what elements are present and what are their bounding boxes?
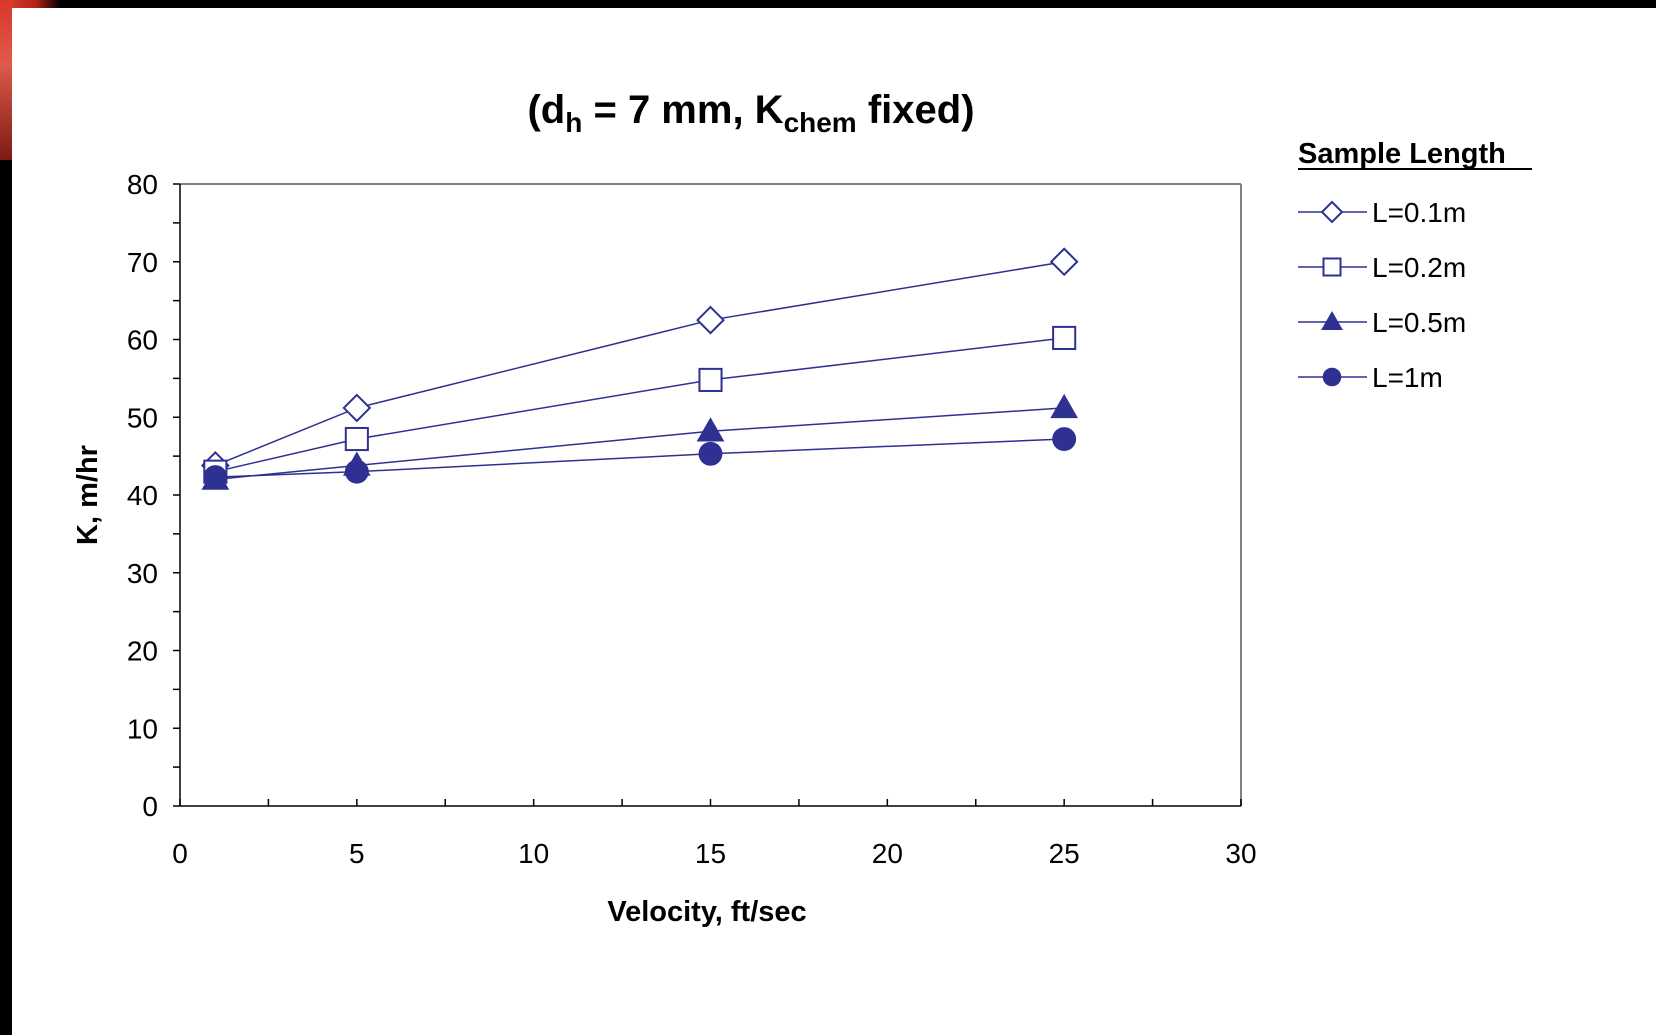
x-tick-label: 30 <box>1225 838 1256 869</box>
title-subscript: chem <box>784 107 857 138</box>
data-point <box>204 466 227 489</box>
legend-marker <box>1324 259 1341 276</box>
data-point <box>698 418 724 441</box>
square-shape <box>346 428 368 450</box>
legend-label: L=0.5m <box>1372 307 1466 338</box>
series-line <box>215 262 1064 466</box>
square-shape <box>1324 259 1341 276</box>
legend-label: L=1m <box>1372 362 1443 393</box>
series-line <box>215 338 1064 472</box>
title-part: (d <box>527 88 565 132</box>
chart-svg: (dh = 7 mm, Kchem fixed)0102030405060708… <box>12 8 1656 1035</box>
y-tick-label: 10 <box>127 713 158 744</box>
title-part: = 7 mm, K <box>582 88 783 132</box>
chart-panel: (dh = 7 mm, Kchem fixed) 0 10 20 30 40 50 60 70 8… <box>12 8 1656 1035</box>
legend-item: L=0.5m <box>1298 307 1466 338</box>
circle-shape <box>204 466 227 489</box>
legend-item: L=0.2m <box>1298 252 1466 283</box>
series-L=0.5m <box>202 395 1077 489</box>
x-tick-label: 15 <box>695 838 726 869</box>
square-shape <box>699 369 721 391</box>
series-line <box>215 439 1064 477</box>
legend-title: Sample Length <box>1298 138 1506 170</box>
title-subscript: h <box>565 107 582 138</box>
data-point <box>346 428 368 450</box>
legend-item: L=1m <box>1298 362 1443 393</box>
y-tick-label: 40 <box>127 480 158 511</box>
data-point <box>699 442 722 465</box>
data-point <box>698 307 724 333</box>
chart-title: (dh = 7 mm, Kchem fixed) <box>527 88 974 138</box>
diamond-shape <box>1322 202 1342 222</box>
legend-marker <box>1322 202 1342 222</box>
circle-shape <box>1323 368 1341 386</box>
y-tick-label: 20 <box>127 636 158 667</box>
data-point <box>345 460 368 483</box>
legend: Sample Length L=0.1m L=0.2m L=0.5m L=1m <box>1298 138 1532 393</box>
circle-shape <box>1053 428 1076 451</box>
diamond-shape <box>1051 249 1077 275</box>
triangle-shape <box>1322 312 1342 330</box>
data-point <box>344 395 370 421</box>
y-axis-title: K, m/hr <box>72 445 104 545</box>
x-tick-label: 25 <box>1049 838 1080 869</box>
y-tick-label: 80 <box>127 169 158 200</box>
square-shape <box>1053 327 1075 349</box>
y-tick-label: 0 <box>142 791 158 822</box>
x-tick-label: 0 <box>172 838 188 869</box>
legend-label: L=0.1m <box>1372 197 1466 228</box>
data-point <box>1053 428 1076 451</box>
data-point <box>1051 395 1077 418</box>
y-tick-label: 70 <box>127 247 158 278</box>
data-point <box>1051 249 1077 275</box>
circle-shape <box>345 460 368 483</box>
data-point <box>1053 327 1075 349</box>
x-tick-label: 10 <box>518 838 549 869</box>
legend-marker <box>1323 368 1341 386</box>
x-tick-label: 20 <box>872 838 903 869</box>
series-L=1m <box>204 428 1076 489</box>
circle-shape <box>699 442 722 465</box>
triangle-shape <box>698 418 724 441</box>
y-tick-label: 30 <box>127 558 158 589</box>
x-tick-label: 5 <box>349 838 365 869</box>
title-part: fixed) <box>857 88 975 132</box>
triangle-shape <box>1051 395 1077 418</box>
legend-marker <box>1322 312 1342 330</box>
legend-label: L=0.2m <box>1372 252 1466 283</box>
diamond-shape <box>698 307 724 333</box>
x-axis-title: Velocity, ft/sec <box>607 896 806 928</box>
legend-item: L=0.1m <box>1298 197 1466 228</box>
y-tick-label: 50 <box>127 402 158 433</box>
data-point <box>699 369 721 391</box>
diamond-shape <box>344 395 370 421</box>
series-L=0.2m <box>204 327 1075 483</box>
y-tick-label: 60 <box>127 325 158 356</box>
